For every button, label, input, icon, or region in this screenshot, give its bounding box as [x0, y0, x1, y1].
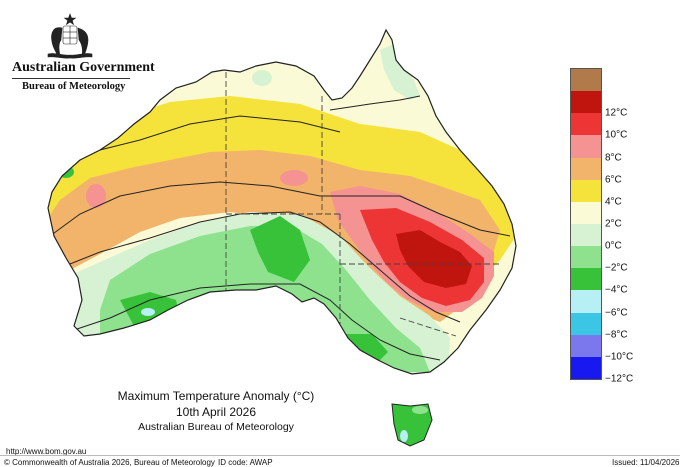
- legend-swatch: [571, 113, 601, 136]
- legend-label: −12°C: [605, 373, 634, 385]
- issued-date: Issued: 11/04/2026: [612, 458, 680, 467]
- legend-swatch: [571, 312, 601, 336]
- legend-swatch: [571, 157, 601, 181]
- legend-label: 6°C: [605, 174, 622, 186]
- legend-swatch: [571, 246, 601, 269]
- anomaly-zone-10-12: [396, 230, 472, 288]
- bureau-title: Bureau of Meteorology: [22, 81, 126, 92]
- legend-label: −4°C: [605, 284, 628, 296]
- anomaly-patch-capeyork-green: [380, 44, 420, 100]
- legend-swatch: [571, 290, 601, 314]
- id-code: ID code: AWAP: [218, 458, 273, 467]
- website-link[interactable]: http://www.bom.gov.au: [6, 447, 87, 456]
- legend-label: 10°C: [605, 129, 628, 141]
- legend-label: 0°C: [605, 240, 622, 252]
- australia-coastline: [47, 28, 517, 375]
- legend-swatch: [571, 224, 601, 247]
- anomaly-patch-central-pink: [280, 170, 308, 186]
- legend-swatch: [571, 135, 601, 159]
- legend-swatch: [571, 334, 601, 358]
- header-divider: [12, 78, 130, 79]
- color-legend: [570, 68, 602, 380]
- legend-swatch: [571, 179, 601, 203]
- footer-divider: [0, 455, 680, 456]
- legend-label: 2°C: [605, 218, 622, 230]
- legend-label: 8°C: [605, 152, 622, 164]
- tasmania-light-patch: [412, 406, 428, 414]
- copyright-text: © Commonwealth of Australia 2026, Bureau…: [4, 458, 215, 467]
- tasmania-cyan-patch: [400, 430, 408, 442]
- anomaly-patch-west-pink: [86, 184, 106, 208]
- anomaly-zone-neg6-neg4: [250, 216, 310, 282]
- legend-swatch: [571, 356, 601, 380]
- anomaly-patch-cyan: [141, 308, 155, 316]
- legend-swatch: [571, 91, 601, 114]
- legend-label: −6°C: [605, 307, 628, 319]
- legend-label: −10°C: [605, 351, 634, 363]
- legend-label: 4°C: [605, 196, 622, 208]
- map-date: 10th April 2026: [175, 405, 257, 419]
- legend-label: −2°C: [605, 262, 628, 274]
- legend-label: −8°C: [605, 329, 628, 341]
- anomaly-patch-north-green: [252, 70, 272, 86]
- map-source: Australian Bureau of Meteorology: [138, 421, 294, 433]
- coat-of-arms-logo: [47, 13, 93, 59]
- legend-swatch: [571, 69, 601, 92]
- legend-swatch: [571, 268, 601, 291]
- government-title: Australian Government: [12, 60, 155, 75]
- legend-swatch: [571, 201, 601, 225]
- legend-label: 12°C: [605, 107, 628, 119]
- map-title: Maximum Temperature Anomaly (°C): [117, 389, 315, 403]
